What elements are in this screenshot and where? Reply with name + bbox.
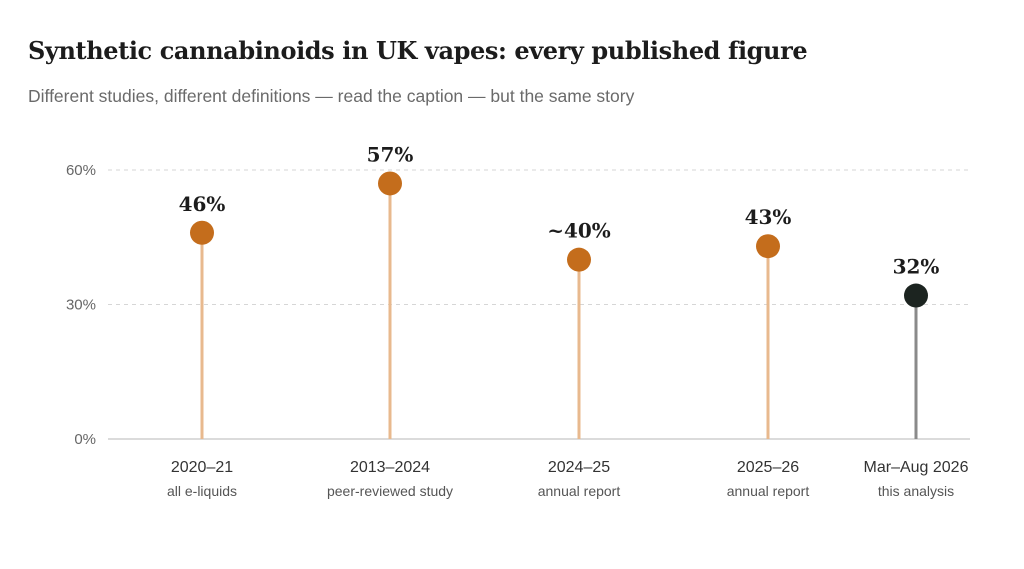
chart-title: Synthetic cannabinoids in UK vapes: ever…: [28, 36, 808, 65]
y-tick-label: 30%: [66, 297, 96, 314]
category-sublabel: this analysis: [878, 483, 954, 499]
y-tick-label: 60%: [66, 162, 96, 179]
category-label: 2025–26: [737, 459, 799, 476]
value-label: ~40%: [547, 219, 611, 243]
category-sublabel: annual report: [727, 483, 810, 499]
value-label: 32%: [893, 255, 940, 279]
lollipop-dot: [904, 283, 928, 308]
lollipop-dot: [567, 247, 591, 272]
chart-subtitle: Different studies, different definitions…: [28, 86, 635, 106]
category-sublabel: annual report: [538, 483, 621, 499]
lollipop-dot: [378, 171, 402, 196]
y-tick-label: 0%: [74, 431, 96, 448]
category-label: 2024–25: [548, 459, 610, 476]
value-label: 43%: [745, 205, 792, 229]
lollipop-dot: [756, 234, 780, 259]
category-sublabel: peer-reviewed study: [327, 483, 453, 499]
lollipop-dot: [190, 220, 214, 245]
value-label: 46%: [179, 192, 226, 216]
value-label: 57%: [367, 142, 414, 166]
category-label: 2013–2024: [350, 459, 430, 476]
category-label: 2020–21: [171, 459, 233, 476]
category-sublabel: all e-liquids: [167, 483, 237, 499]
category-label: Mar–Aug 2026: [864, 459, 969, 476]
